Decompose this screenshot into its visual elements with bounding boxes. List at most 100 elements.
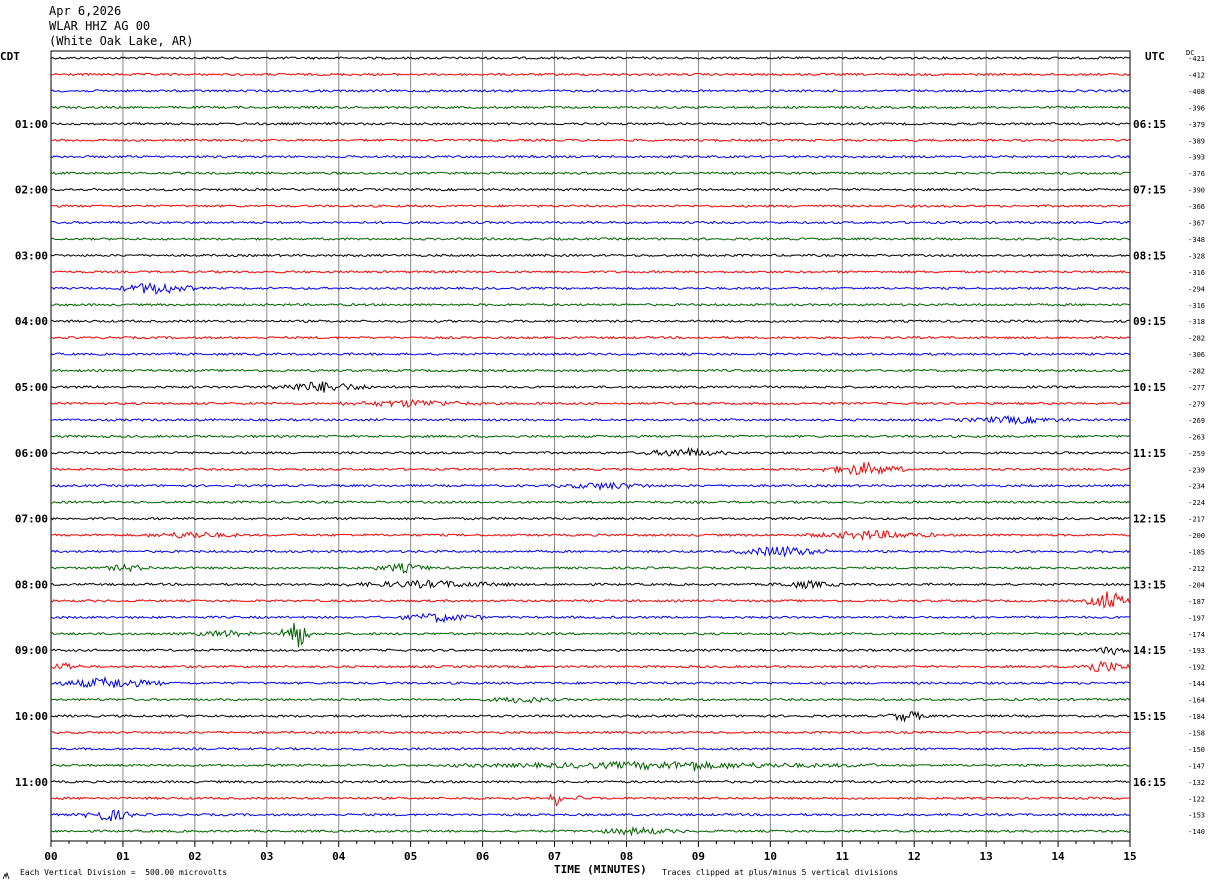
- dc-offset-label: -318: [1188, 318, 1205, 326]
- utc-hour-label: 14:15: [1133, 644, 1166, 657]
- utc-hour-label: 15:15: [1133, 710, 1166, 723]
- cdt-hour-label: 11:00: [15, 776, 48, 789]
- grid: [50, 50, 1131, 842]
- x-tick-label: 04: [332, 850, 346, 863]
- x-tick-label: 07: [548, 850, 561, 863]
- traces: [50, 56, 1130, 837]
- x-tick-label: 13: [980, 850, 993, 863]
- dc-offset-label: -140: [1188, 828, 1205, 836]
- seismic-trace: [50, 545, 1130, 558]
- dc-offset-label: -197: [1188, 614, 1205, 622]
- seismic-trace: [50, 414, 1130, 426]
- location-label: (White Oak Lake, AR): [49, 34, 194, 48]
- date-label: Apr 6,2026: [49, 4, 122, 18]
- dc-offset-label: -421: [1188, 55, 1205, 63]
- utc-hour-label: 16:15: [1133, 776, 1166, 789]
- cdt-hour-label: 06:00: [15, 447, 48, 460]
- x-axis-label: TIME (MINUTES): [554, 863, 647, 876]
- seismic-trace: [50, 253, 1130, 258]
- dc-offset-label: -390: [1188, 187, 1205, 195]
- x-tick-label: 00: [44, 850, 57, 863]
- seismic-trace: [50, 121, 1130, 126]
- x-tick-label: 03: [260, 850, 273, 863]
- seismic-trace: [50, 793, 1130, 807]
- x-tick-label: 01: [116, 850, 130, 863]
- dc-offset-label: -396: [1188, 104, 1205, 112]
- x-tick-label: 12: [908, 850, 921, 863]
- dc-offset-label: -150: [1188, 746, 1205, 754]
- cdt-hour-label: 04:00: [15, 315, 48, 328]
- seismic-trace: [50, 516, 1130, 521]
- seismic-trace: [50, 319, 1130, 324]
- seismic-trace: [50, 809, 1130, 822]
- seismic-trace: [50, 660, 1130, 673]
- dc-offset-label: -239: [1188, 466, 1205, 474]
- seismic-trace: [50, 237, 1130, 241]
- dc-offset-label: -269: [1188, 417, 1205, 425]
- x-tick-label: 09: [692, 850, 705, 863]
- seismic-trace: [50, 171, 1130, 175]
- seismic-trace: [50, 612, 1130, 624]
- seismic-trace: [50, 779, 1130, 784]
- seismic-trace: [50, 434, 1130, 439]
- dc-offset-label: -408: [1188, 88, 1205, 96]
- dc-offset-label: -279: [1188, 400, 1205, 408]
- seismic-trace: [50, 368, 1130, 373]
- dc-offset-label: -212: [1188, 565, 1205, 573]
- seismic-trace: [50, 269, 1130, 274]
- seismic-trace: [50, 730, 1130, 735]
- seismic-trace: [50, 220, 1130, 225]
- dc-offset-label: -376: [1188, 170, 1205, 178]
- dc-offset-label: -158: [1188, 729, 1205, 737]
- dc-offset-label: -164: [1188, 697, 1205, 705]
- dc-offset-label: -316: [1188, 269, 1205, 277]
- dc-offset-label: -412: [1188, 71, 1205, 79]
- dc-offset-label: -259: [1188, 450, 1205, 458]
- seismic-trace: [50, 88, 1130, 93]
- dc-offset-label: -185: [1188, 549, 1205, 557]
- utc-hour-label: 12:15: [1133, 513, 1166, 526]
- dc-offset-label: -193: [1188, 647, 1205, 655]
- x-tick-label: 11: [836, 850, 850, 863]
- dc-offset-label: -328: [1188, 252, 1205, 260]
- seismic-trace: [50, 500, 1130, 505]
- seismic-trace: [50, 398, 1130, 408]
- dc-offset-label: -234: [1188, 483, 1205, 491]
- x-tick-label: 06: [476, 850, 490, 863]
- dc-offset-label: -204: [1188, 581, 1205, 589]
- seismic-trace: [50, 530, 1130, 541]
- dc-offset-label: -348: [1188, 236, 1205, 244]
- dc-offset-label: -294: [1188, 285, 1205, 293]
- dc-offset-label: -379: [1188, 121, 1205, 129]
- seismic-trace: [50, 675, 1130, 689]
- dc-offset-label: -316: [1188, 302, 1205, 310]
- dc-offset-label: -174: [1188, 631, 1205, 639]
- seismic-trace: [50, 825, 1130, 837]
- clip-note: Traces clipped at plus/minus 5 vertical …: [662, 868, 899, 877]
- utc-hour-label: 11:15: [1133, 447, 1166, 460]
- dc-offset-label: -187: [1188, 598, 1205, 606]
- dc-offset-label: -282: [1188, 368, 1205, 376]
- cdt-hour-label: 01:00: [15, 118, 48, 131]
- seismic-trace: [50, 481, 1130, 492]
- seismic-trace: [50, 187, 1130, 192]
- dc-offset-label: -306: [1188, 351, 1205, 359]
- seismic-trace: [51, 746, 1130, 751]
- x-tick-label: 02: [188, 850, 201, 863]
- seismic-trace: [50, 72, 1130, 77]
- seismic-trace: [51, 461, 1130, 476]
- plot-frame: [50, 50, 1131, 842]
- utc-hour-label: 06:15: [1133, 118, 1166, 131]
- seismic-trace: [50, 646, 1130, 656]
- dc-offset-label: -224: [1188, 499, 1205, 507]
- axes: 00 01 02 03 04 05 06 07 08 09 10 11 12 13 14 15 01:00 02:…: [15, 55, 1205, 863]
- x-tick-label: 08: [620, 850, 633, 863]
- seismic-trace: [50, 591, 1130, 610]
- x-tick-label: 10: [764, 850, 777, 863]
- seismic-trace: [50, 204, 1130, 208]
- left-timezone-label: CDT: [0, 50, 20, 63]
- cdt-hour-label: 08:00: [15, 578, 48, 591]
- cdt-hour-label: 10:00: [15, 710, 48, 723]
- utc-hour-label: 09:15: [1133, 315, 1166, 328]
